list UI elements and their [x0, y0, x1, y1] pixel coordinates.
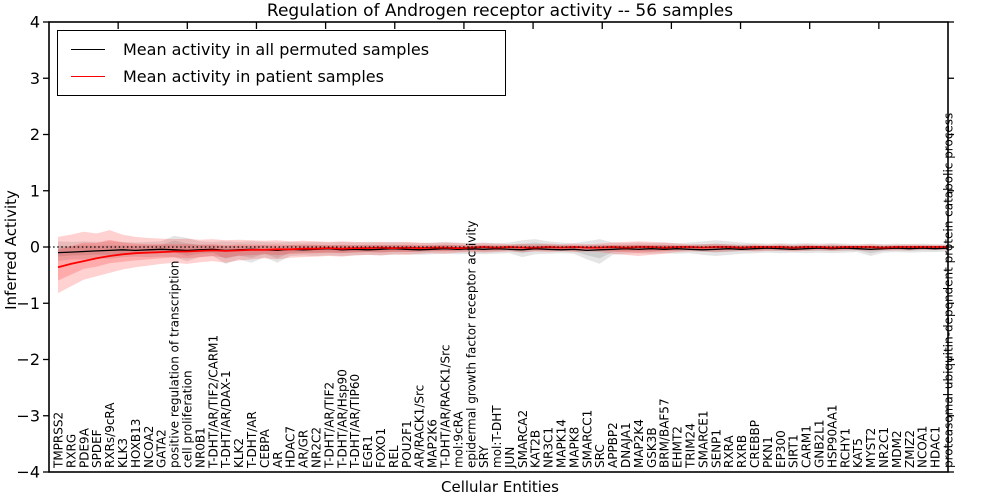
- x-category-label: CREBBP: [748, 420, 762, 468]
- legend-label-permuted: Mean activity in all permuted samples: [123, 39, 430, 59]
- x-category-label: PKN1: [761, 436, 775, 468]
- x-category-label: NR2C2: [310, 427, 324, 468]
- x-category-label: KAT5: [851, 438, 865, 468]
- x-category-label: KAT2B: [529, 430, 543, 468]
- x-category-label: SIRT1: [787, 434, 801, 468]
- x-category-label: T-DHT/AR: [245, 411, 259, 469]
- y-tick-label: 1: [30, 181, 40, 200]
- x-category-label: mol:T-DHT: [490, 405, 504, 468]
- x-category-label: DNAJA1: [619, 422, 633, 468]
- legend-item-patient: Mean activity in patient samples: [58, 67, 505, 86]
- legend-item-permuted: Mean activity in all permuted samples: [58, 40, 505, 59]
- y-tick-label: −1: [16, 294, 40, 313]
- x-category-label: T-DHT/AR/DAX-1: [219, 370, 233, 469]
- x-category-label: EHMT2: [671, 426, 685, 468]
- x-category-label: SPDEF: [90, 429, 104, 468]
- y-axis-label: Inferred Activity: [2, 190, 20, 310]
- x-category-label: MDM2: [890, 430, 904, 468]
- x-category-label: NR0B1: [193, 427, 207, 468]
- x-category-label: epidermal growth factor receptor activit…: [464, 221, 478, 468]
- x-category-label: RCHY1: [838, 428, 852, 468]
- x-category-label: NR2C1: [877, 427, 891, 468]
- x-category-label: SENP1: [709, 429, 723, 468]
- y-tick-label: 3: [30, 69, 40, 88]
- y-tick-label: 0: [30, 238, 40, 257]
- x-category-label: positive regulation of transcription: [168, 261, 182, 468]
- x-category-label: RXRA: [722, 435, 736, 468]
- x-category-label: TRIM24: [684, 423, 698, 469]
- permuted-samples-band-inner: [58, 240, 948, 259]
- x-category-label: NCOA1: [916, 426, 930, 468]
- x-category-label: MAPK14: [555, 419, 569, 468]
- x-category-label: CARM1: [800, 425, 814, 468]
- x-category-label: T-DHT/AR/Hsp90: [335, 369, 349, 469]
- x-category-label: mol:9cRA: [451, 411, 465, 468]
- x-category-label: HOXB13: [129, 419, 143, 468]
- x-category-label: MAP2K4: [632, 419, 646, 468]
- x-category-label: BRM/BAF57: [658, 398, 672, 468]
- y-tick-label: 4: [30, 13, 40, 32]
- x-category-label: TMPRSS2: [52, 412, 66, 469]
- x-category-label: KLK2: [232, 438, 246, 468]
- permuted-samples-band-outer: [58, 235, 948, 264]
- patient-line-swatch: [71, 76, 105, 78]
- x-category-label: SMARCC1: [580, 410, 594, 468]
- x-category-label: SMARCA2: [516, 410, 530, 468]
- legend-label-patient: Mean activity in patient samples: [123, 67, 384, 87]
- x-category-label: FOXO1: [374, 428, 388, 468]
- x-category-label: KLK3: [116, 438, 130, 468]
- x-category-label: AR: [271, 451, 285, 468]
- x-category-label: POU2F1: [400, 420, 414, 468]
- x-category-label: RXRG: [64, 434, 78, 468]
- chart-title: Regulation of Androgen receptor activity…: [266, 1, 734, 21]
- x-category-label: EGR1: [361, 435, 375, 468]
- x-category-label: T-DHT/AR/TIF2: [322, 382, 336, 469]
- x-category-label: cell proliferation: [181, 370, 195, 468]
- x-category-label: SMARCE1: [696, 410, 710, 468]
- x-category-label: ZMIZ2: [903, 430, 917, 468]
- x-category-label: HSP90AA1: [825, 404, 839, 468]
- x-category-label: EP300: [774, 430, 788, 468]
- x-category-label: GSK3B: [645, 427, 659, 468]
- patient-samples-band-outer: [58, 230, 948, 294]
- x-category-label: NCOA2: [142, 426, 156, 468]
- series-line-0: [57, 247, 949, 254]
- legend: Mean activity in all permuted samples Me…: [57, 30, 506, 96]
- y-tick-label: 2: [30, 125, 40, 144]
- x-category-label: JUN: [503, 447, 517, 469]
- x-category-label: CEBPA: [258, 428, 272, 468]
- x-category-label: T-DHT/AR/TIP60: [348, 374, 362, 469]
- x-category-label: REL: [387, 445, 401, 468]
- x-category-label: APPBP2: [606, 422, 620, 468]
- y-tick-label: −4: [16, 463, 40, 482]
- x-category-label: HDAC1: [929, 426, 943, 468]
- x-category-label: GNB2L1: [813, 420, 827, 468]
- x-category-label: HDAC7: [284, 426, 298, 468]
- x-category-label: RXRs/9cRA: [103, 402, 117, 468]
- x-category-label: MAPK8: [567, 427, 581, 468]
- x-category-label: NR3C1: [542, 427, 556, 468]
- x-category-label: MAP2K6: [426, 419, 440, 468]
- x-category-label: T-DHT/AR/RACK1/Src: [439, 345, 453, 469]
- x-category-label: PDE9A: [77, 427, 91, 468]
- x-category-label: AR/RACK1/Src: [413, 385, 427, 468]
- x-axis-label: Cellular Entities: [441, 478, 559, 496]
- x-category-label: MYST2: [864, 428, 878, 468]
- x-category-label: RXRB: [735, 435, 749, 468]
- x-category-label: SRY: [477, 445, 491, 468]
- x-category-label: proteasomal ubiquitin-dependent protein …: [942, 113, 956, 468]
- permuted-line-swatch: [71, 48, 105, 50]
- x-category-label: T-DHT/AR/TIF2/CARM1: [206, 335, 220, 469]
- y-tick-label: −3: [16, 406, 40, 425]
- y-tick-label: −2: [16, 350, 40, 369]
- x-category-label: GATA2: [155, 429, 169, 468]
- x-category-label: SRC: [593, 444, 607, 468]
- x-category-label: AR/GR: [297, 430, 311, 468]
